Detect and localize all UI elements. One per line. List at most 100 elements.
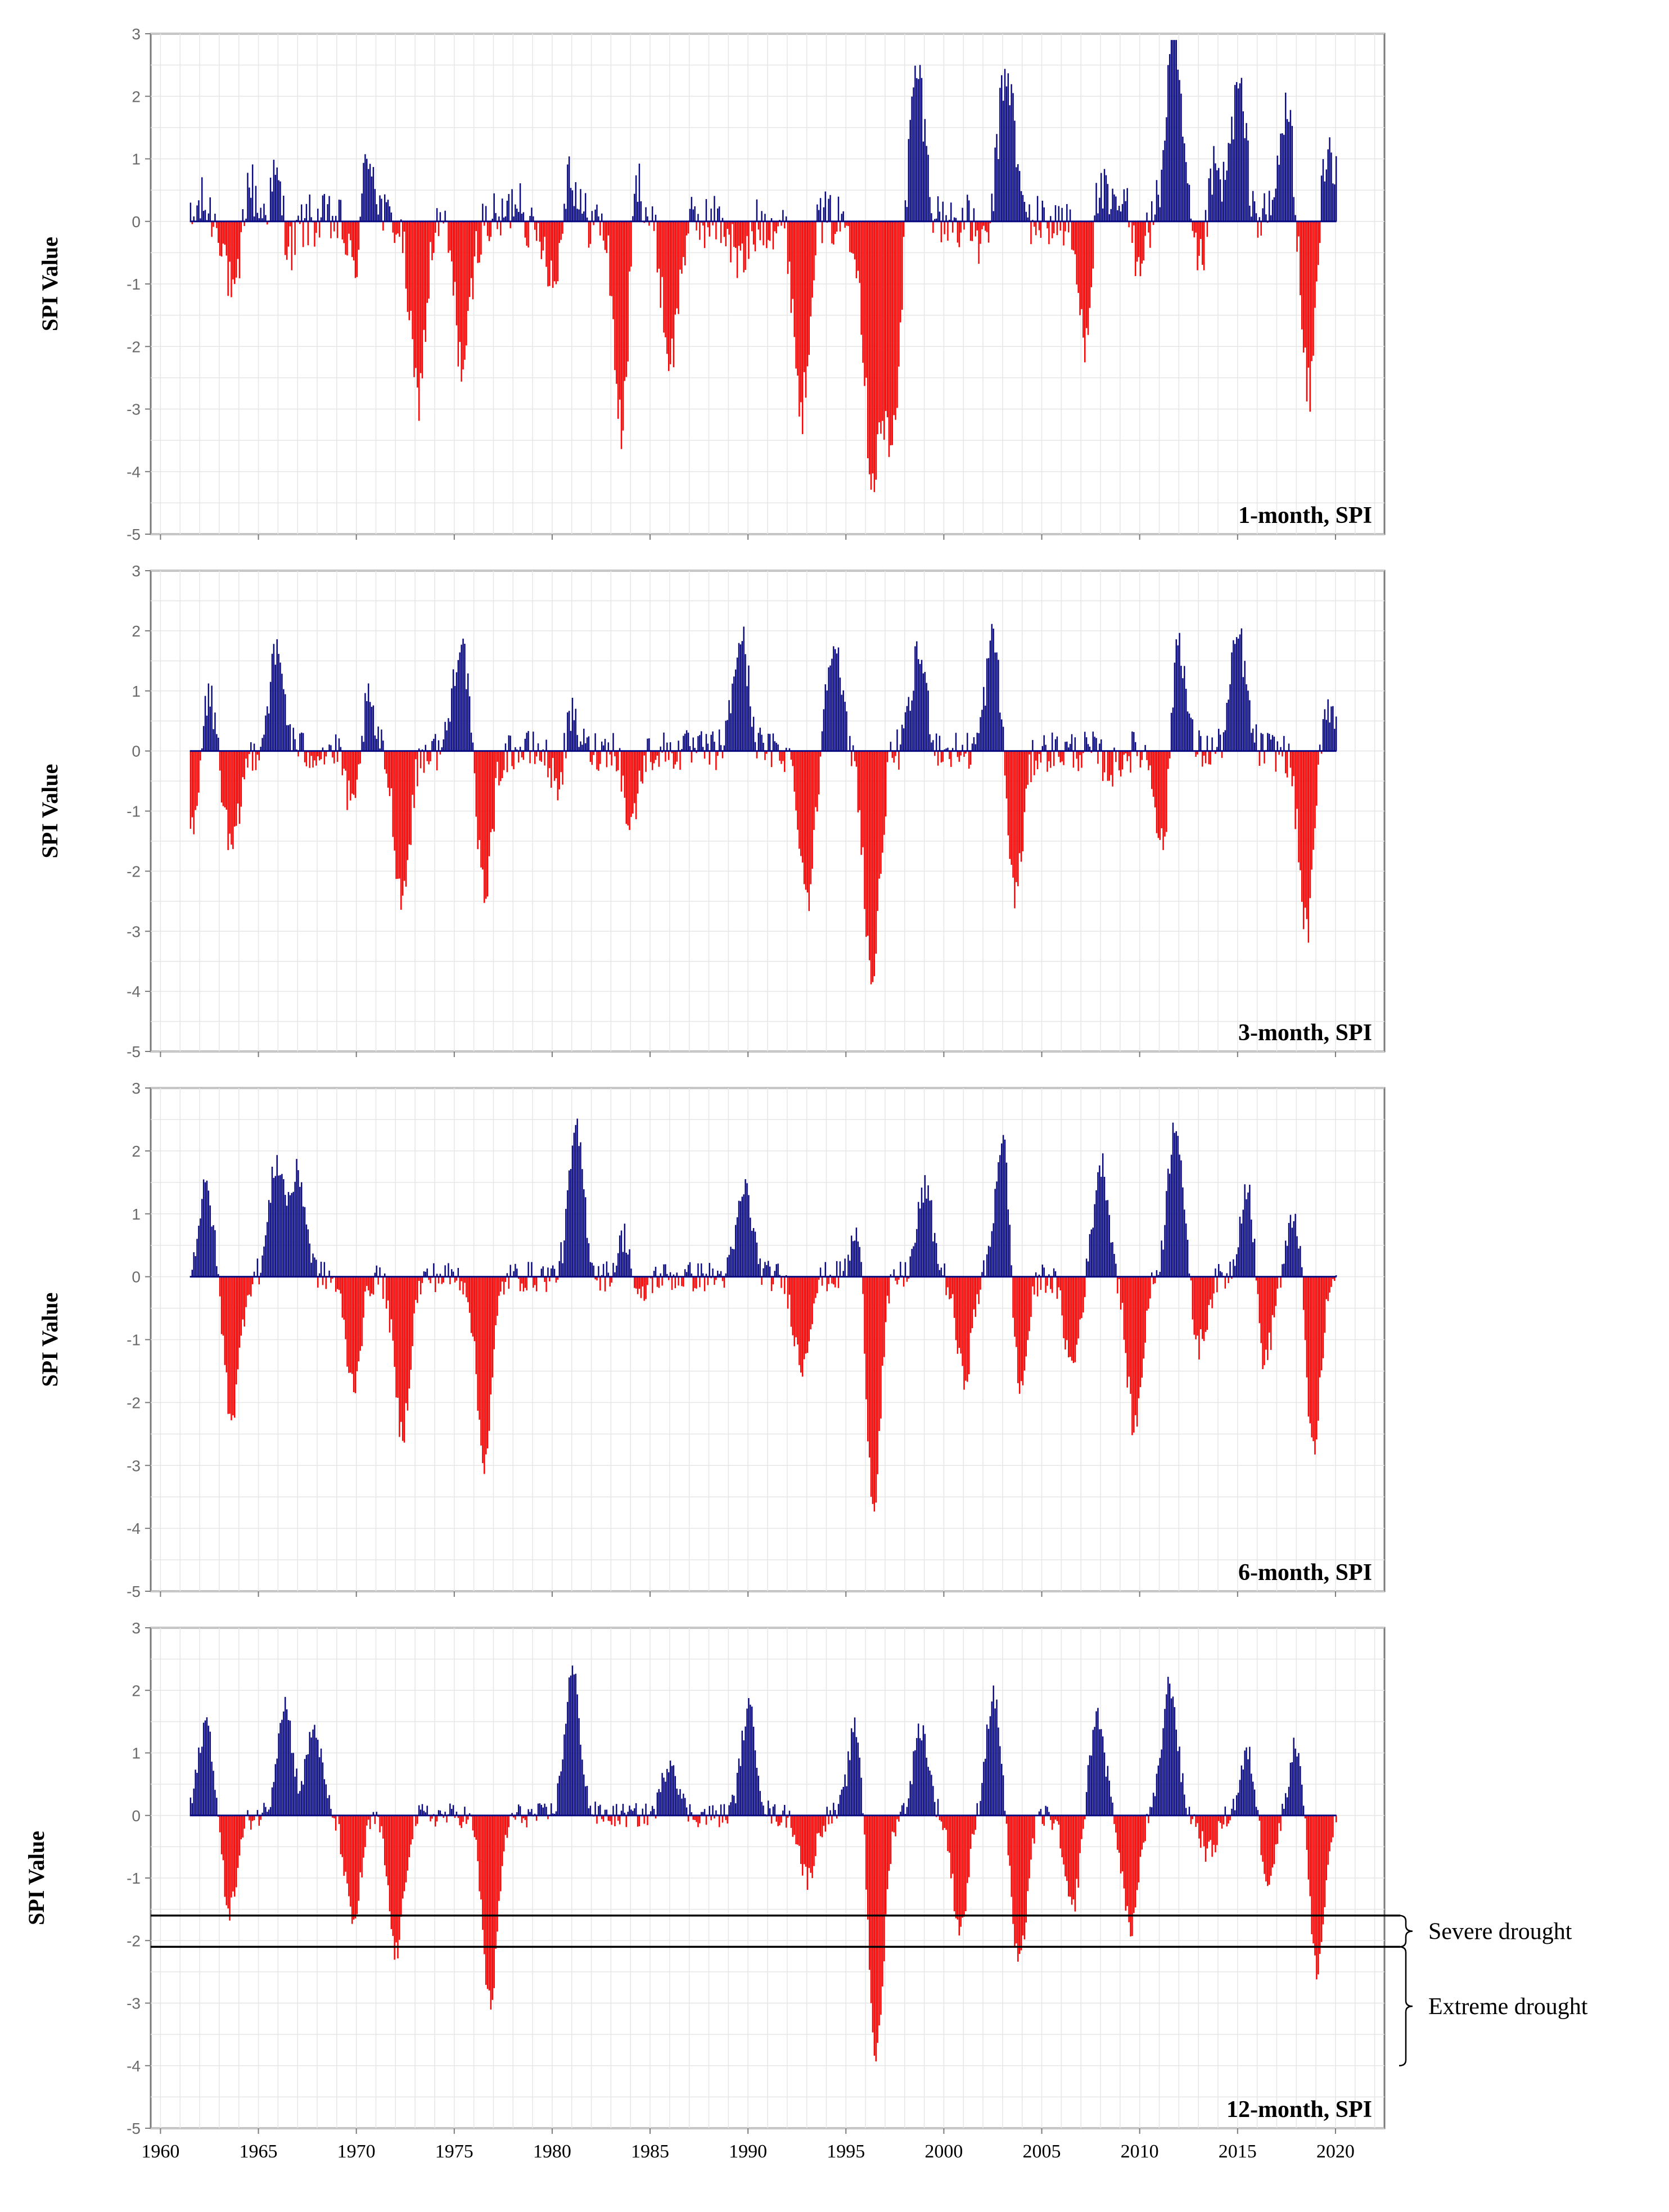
bar-negative xyxy=(880,1276,882,1419)
bar-negative xyxy=(806,1276,809,1353)
bar-positive xyxy=(834,1810,836,1816)
bar-negative xyxy=(544,751,545,766)
bar-negative xyxy=(1195,751,1197,757)
x-tick-label: 2010 xyxy=(1121,2141,1159,2162)
bar-negative xyxy=(602,1815,605,1822)
bar-negative xyxy=(488,221,490,241)
bar-negative xyxy=(402,751,404,896)
bar-negative xyxy=(787,1276,789,1309)
bar-positive xyxy=(619,1235,621,1277)
bar-positive xyxy=(647,216,648,222)
bar-negative xyxy=(864,1276,865,1354)
bar-positive xyxy=(1215,163,1216,222)
bar-positive xyxy=(328,744,330,751)
bar-negative xyxy=(684,221,686,266)
bar-negative xyxy=(799,1815,800,1846)
bar-positive xyxy=(769,1266,771,1277)
bar-positive xyxy=(200,1218,201,1277)
bar-positive xyxy=(1252,728,1254,751)
bar-positive xyxy=(679,1789,681,1816)
bar-positive xyxy=(470,732,472,751)
bar-positive xyxy=(1246,123,1247,222)
bar-positive xyxy=(261,218,263,222)
bar-negative xyxy=(968,1815,970,1877)
bar-positive xyxy=(200,1753,201,1816)
bar-negative xyxy=(1072,1276,1075,1364)
bar-negative xyxy=(730,221,732,263)
bar-negative xyxy=(473,751,476,774)
bar-positive xyxy=(297,215,299,222)
bar-negative xyxy=(903,221,905,237)
bar-positive xyxy=(1234,644,1236,751)
bar-positive xyxy=(1283,735,1285,751)
bar-negative xyxy=(1260,221,1262,236)
bar-negative xyxy=(486,1276,489,1448)
bar-negative xyxy=(299,221,301,224)
bar-negative xyxy=(1040,221,1042,238)
bar-positive xyxy=(1224,1806,1226,1816)
bar-negative xyxy=(818,751,820,794)
bar-positive xyxy=(685,1272,688,1277)
bar-negative xyxy=(1063,1276,1064,1339)
bar-positive xyxy=(857,1742,859,1816)
bar-positive xyxy=(1252,191,1254,222)
bar-negative xyxy=(1059,1276,1061,1290)
bar-positive xyxy=(269,177,272,222)
bar-positive xyxy=(929,1200,931,1277)
bar-negative xyxy=(348,221,350,234)
bar-negative xyxy=(231,1276,232,1420)
bar-negative xyxy=(766,221,768,249)
bar-negative xyxy=(1146,751,1148,760)
bar-positive xyxy=(1335,156,1337,222)
bar-negative xyxy=(1268,1276,1270,1333)
bar-negative xyxy=(1113,1815,1115,1825)
bar-positive xyxy=(253,743,255,751)
bar-positive xyxy=(444,210,446,222)
bar-negative xyxy=(1324,1276,1326,1333)
bar-negative xyxy=(940,221,942,242)
bar-positive xyxy=(1170,40,1172,222)
bar-negative xyxy=(490,1276,492,1395)
bar-negative xyxy=(1074,1815,1076,1912)
bar-positive xyxy=(217,737,219,751)
bar-positive xyxy=(511,189,513,222)
bar-positive xyxy=(289,1721,291,1816)
bar-negative xyxy=(346,751,348,810)
bar-positive xyxy=(444,721,446,751)
bar-negative xyxy=(1077,751,1079,771)
bar-positive xyxy=(1188,1807,1190,1816)
bar-negative xyxy=(336,221,339,238)
bar-negative xyxy=(702,221,704,226)
bar-negative xyxy=(1260,1276,1262,1343)
bar-positive xyxy=(310,1737,312,1816)
bar-positive xyxy=(320,1748,322,1816)
bar-negative xyxy=(751,221,753,232)
bar-positive xyxy=(602,1263,605,1277)
bar-positive xyxy=(635,175,637,222)
bar-positive xyxy=(1270,739,1272,751)
bar-positive xyxy=(578,747,580,751)
bar-negative xyxy=(637,751,639,794)
bar-positive xyxy=(1280,747,1282,751)
bar-negative xyxy=(1198,221,1200,256)
bar-positive xyxy=(922,1202,924,1277)
bar-positive xyxy=(927,155,929,222)
bar-positive xyxy=(1192,719,1194,751)
bar-positive xyxy=(993,628,994,751)
bar-negative xyxy=(353,1815,355,1920)
bar-positive xyxy=(738,1758,740,1816)
bar-positive xyxy=(1174,1707,1176,1816)
bar-negative xyxy=(965,1815,967,1912)
bar-negative xyxy=(1205,751,1207,764)
bar-negative xyxy=(1136,1276,1138,1427)
bar-negative xyxy=(553,221,556,282)
bar-positive xyxy=(1025,211,1027,222)
bar-positive xyxy=(278,1175,279,1277)
bar-negative xyxy=(896,1276,898,1285)
bar-negative xyxy=(249,751,250,755)
bar-positive xyxy=(1235,1254,1238,1277)
bar-positive xyxy=(647,738,648,751)
bar-negative xyxy=(231,1815,232,1898)
bar-negative xyxy=(958,1276,960,1348)
bar-negative xyxy=(1275,1815,1277,1845)
